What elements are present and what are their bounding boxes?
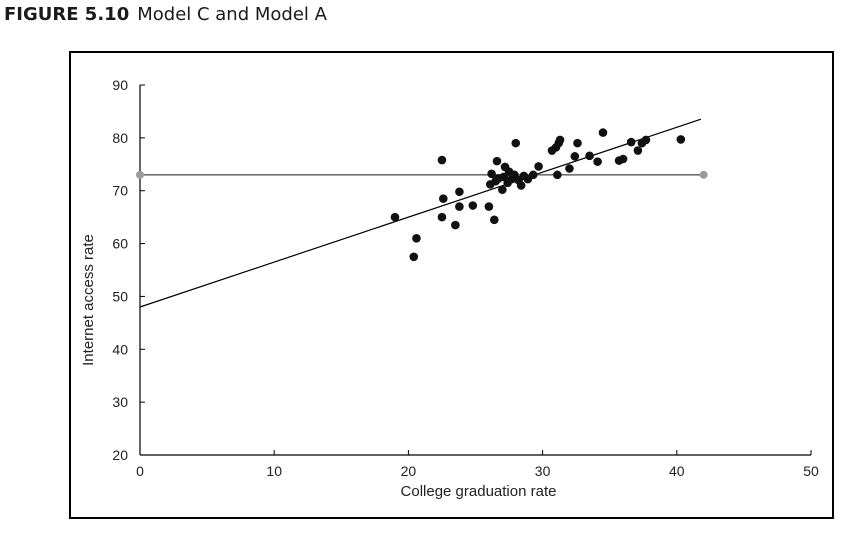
- data-point: [570, 152, 580, 161]
- y-tick-label: 40: [112, 341, 128, 357]
- data-point: [468, 201, 478, 210]
- data-point: [390, 212, 400, 222]
- x-tick-label: 50: [803, 463, 819, 479]
- data-point: [676, 135, 686, 144]
- y-tick-label: 80: [112, 130, 128, 146]
- data-point: [553, 170, 562, 180]
- data-point: [528, 170, 538, 180]
- x-tick-label: 20: [401, 463, 417, 479]
- data-point: [438, 194, 448, 203]
- mean-line-endpoint: [699, 170, 708, 179]
- data-point: [534, 162, 543, 171]
- data-point: [484, 202, 494, 211]
- x-tick-label: 30: [535, 463, 551, 479]
- data-point: [409, 252, 419, 262]
- y-tick-label: 50: [112, 288, 128, 304]
- data-point: [451, 220, 460, 230]
- data-point: [412, 233, 421, 243]
- data-point: [489, 215, 499, 225]
- data-points: [390, 128, 686, 262]
- chart-frame: 0 10 20 30 40 50 20 30 40 50 60 70 80 90 College gradu…: [69, 51, 834, 519]
- data-point: [633, 146, 643, 155]
- y-tick-label: 20: [112, 447, 128, 463]
- data-point: [641, 135, 651, 145]
- data-point: [437, 155, 447, 165]
- x-tick-label: 10: [266, 463, 282, 479]
- data-point: [498, 185, 507, 194]
- mean-line-endpoint: [136, 170, 144, 179]
- figure-caption: FIGURE 5.10 Model C and Model A: [4, 4, 327, 25]
- data-point: [598, 128, 608, 137]
- y-tick-label: 60: [112, 236, 128, 252]
- y-tick-label: 70: [112, 183, 128, 199]
- figure-number: FIGURE 5.10: [4, 4, 130, 25]
- x-axis-title: College graduation rate: [401, 483, 557, 500]
- data-point: [573, 138, 582, 148]
- scatter-plot: 0 10 20 30 40 50 20 30 40 50 60 70 80 90 College gradu…: [80, 77, 819, 500]
- data-point: [455, 187, 464, 197]
- data-point: [455, 202, 464, 211]
- data-point: [585, 151, 594, 161]
- axis-labels: 0 10 20 30 40 50 20 30 40 50 60 70 80 90 College gradu…: [80, 77, 819, 500]
- regression-line: [139, 118, 702, 308]
- data-point: [618, 154, 628, 164]
- x-tick-label: 40: [669, 463, 685, 479]
- y-tick-label: 90: [112, 77, 128, 93]
- data-point: [492, 156, 502, 166]
- figure-title: Model C and Model A: [137, 4, 327, 25]
- model-lines: [136, 118, 708, 308]
- data-point: [555, 135, 565, 145]
- y-tick-label: 30: [112, 394, 128, 410]
- y-axis-title: Internet access rate: [80, 234, 97, 366]
- data-point: [565, 164, 574, 173]
- x-tick-label: 0: [136, 463, 144, 479]
- data-point: [487, 169, 496, 179]
- data-point: [437, 212, 447, 222]
- data-point: [511, 138, 521, 148]
- data-point: [593, 157, 602, 166]
- data-point: [626, 137, 636, 147]
- axes: [139, 84, 812, 456]
- data-point: [516, 181, 526, 190]
